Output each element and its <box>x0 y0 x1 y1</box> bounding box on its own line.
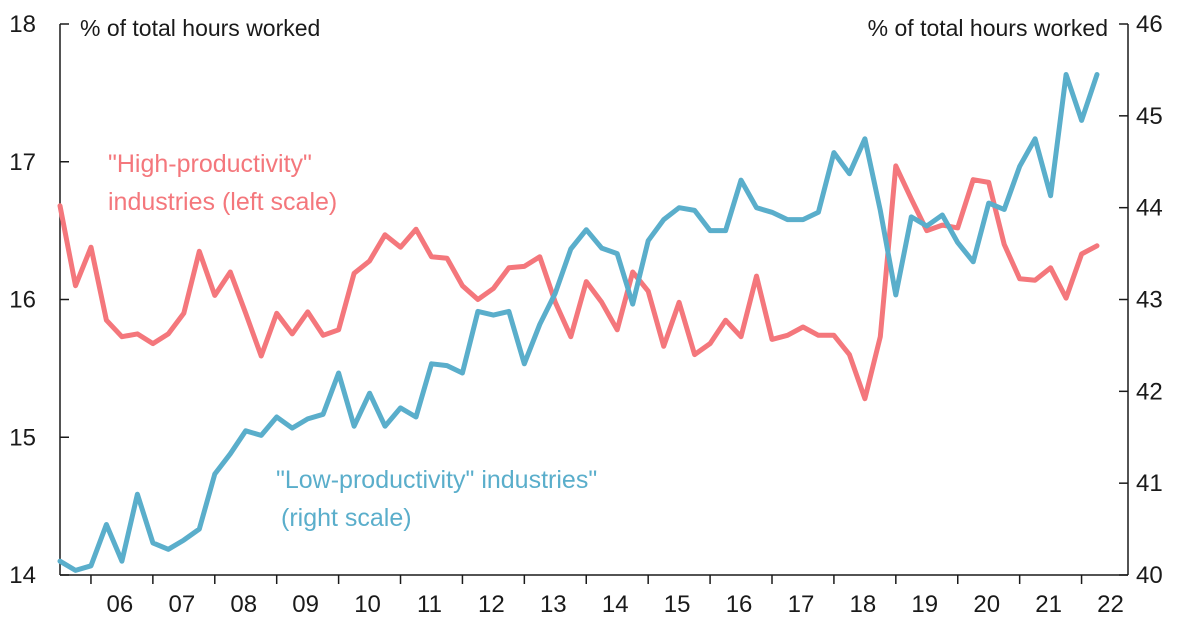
x-axis-tick-label: 18 <box>850 591 877 618</box>
x-axis-tick-label: 16 <box>726 591 753 618</box>
right-axis-tick-label: 40 <box>1136 562 1163 589</box>
x-axis-tick-label: 20 <box>973 591 1000 618</box>
x-axis-tick-label: 22 <box>1097 591 1124 618</box>
low-productivity-series-label: "Low-productivity" industries" (right sc… <box>276 466 604 532</box>
left-axis-tick-label: 14 <box>9 562 36 589</box>
right-axis-unit-label: % of total hours worked <box>868 15 1108 41</box>
x-axis-tick-label: 13 <box>540 591 567 618</box>
series-layer <box>57 72 1100 573</box>
x-axis-tick-label: 10 <box>354 591 381 618</box>
right-axis-tick-label: 41 <box>1136 470 1163 497</box>
high-productivity-series-label: "High-productivity" industries (left sca… <box>108 150 337 216</box>
right-axis-tick-label: 43 <box>1136 287 1163 314</box>
left-axis-tick-label: 15 <box>9 424 36 451</box>
low-productivity-series-line <box>57 72 1100 573</box>
x-axis-tick-label: 17 <box>788 591 815 618</box>
axes-layer: 14 15 16 17 18 40 41 42 43 44 45 46 06 07 08 09 10 11 12 13… <box>9 11 1162 618</box>
right-axis-tick-label: 42 <box>1136 378 1163 405</box>
right-axis-tick-label: 46 <box>1136 11 1163 38</box>
x-axis-tick-label: 11 <box>417 591 442 618</box>
high-productivity-label-line-1: "High-productivity" <box>108 150 312 178</box>
right-axis-tick-label: 45 <box>1136 103 1163 130</box>
x-axis-tick-label: 08 <box>230 591 257 618</box>
low-productivity-label-line-1: "Low-productivity" industries" <box>276 466 597 494</box>
left-axis-unit-label: % of total hours worked <box>80 15 320 41</box>
x-axis-tick-label: 07 <box>168 591 195 618</box>
left-axis-tick-label: 16 <box>9 287 36 314</box>
x-axis-tick-label: 09 <box>292 591 319 618</box>
x-axis-tick-label: 19 <box>911 591 938 618</box>
left-axis-tick-label: 18 <box>9 11 36 38</box>
x-axis-tick-label: 14 <box>602 591 629 618</box>
x-axis-tick-label: 06 <box>107 591 134 618</box>
x-axis-tick-label: 15 <box>664 591 691 618</box>
x-axis-tick-label: 21 <box>1035 591 1062 618</box>
right-axis-tick-label: 44 <box>1136 195 1163 222</box>
low-productivity-label-line-2: (right scale) <box>281 504 412 532</box>
left-axis-tick-label: 17 <box>9 149 36 176</box>
x-axis-tick-label: 12 <box>478 591 505 618</box>
high-productivity-label-line-2: industries (left scale) <box>108 188 337 216</box>
